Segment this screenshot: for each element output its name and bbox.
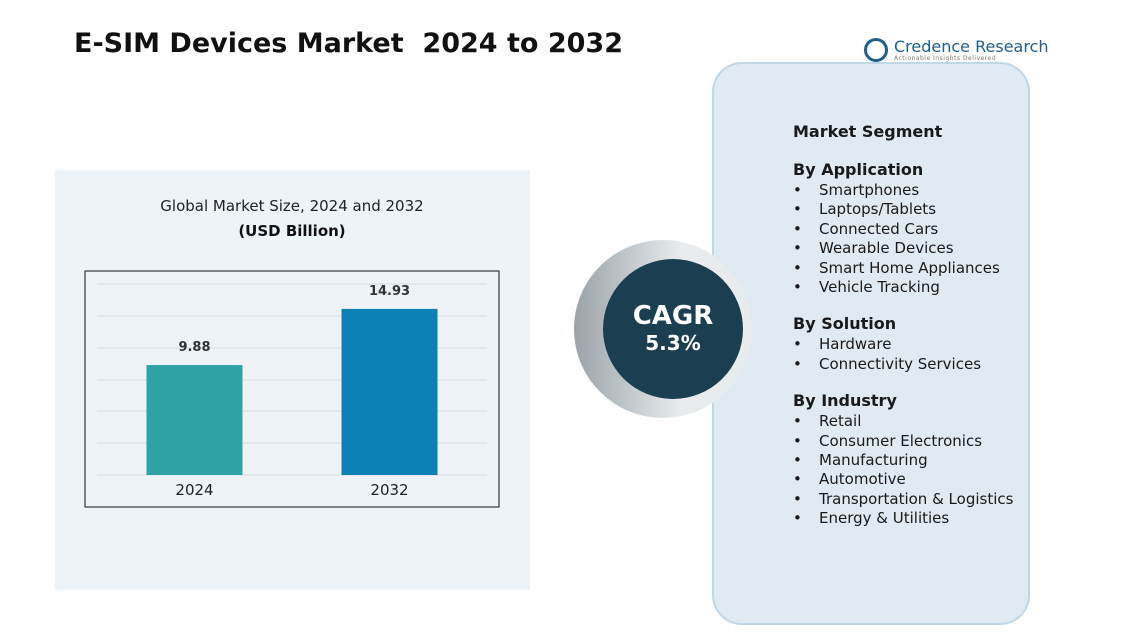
x-tick-label: 2024: [175, 481, 213, 499]
segment-item: Retail: [793, 412, 1028, 432]
cagr-badge: CAGR 5.3%: [603, 259, 743, 399]
segment-item: Smart Home Appliances: [793, 259, 1028, 279]
data-label: 9.88: [178, 340, 210, 355]
segment-item: Connectivity Services: [793, 355, 1028, 375]
bar: [341, 308, 438, 475]
brand: Credence Research: [894, 37, 1049, 56]
segment-item: Hardware: [793, 335, 1028, 355]
logo: [864, 38, 888, 62]
segment-item: Laptops/Tablets: [793, 200, 1028, 220]
chart-subtitle: (USD Billion): [238, 222, 345, 240]
tagline: Actionable Insights Delivered: [894, 55, 997, 62]
cagr-value: 5.3%: [645, 331, 701, 355]
segment-item: Connected Cars: [793, 220, 1028, 240]
segment-title: Market Segment: [793, 122, 943, 141]
cagr-label: CAGR: [632, 301, 714, 331]
segment-group: By Application SmartphonesLaptops/Tablets…: [793, 159, 1028, 298]
segment-group: By SolutionHardwareConnectivity Services: [793, 313, 1028, 374]
segment-item: Smartphones: [793, 181, 1028, 201]
segments: Market Segment By Application SmartphonesL…: [793, 121, 1028, 529]
x-tick-label: 2032: [370, 481, 408, 499]
group-title: By Application: [793, 160, 924, 179]
segment-item: Automotive: [793, 470, 1028, 490]
segment-item: Manufacturing: [793, 451, 1028, 471]
bar: [146, 365, 243, 475]
page-title: E-SIM Devices Market 2024 to 2032: [74, 28, 623, 59]
segment-item: Wearable Devices: [793, 239, 1028, 259]
segment-item: Vehicle Tracking: [793, 278, 1028, 298]
group-title: By Solution: [793, 314, 897, 334]
segment-item: Energy & Utilities: [793, 509, 1028, 529]
group-title: By Industry: [793, 391, 897, 411]
segment-group: By IndustryRetailConsumer ElectronicsMan…: [793, 390, 1028, 529]
data-label: 14.93: [369, 284, 410, 299]
chart-frame: [84, 270, 500, 508]
segment-item: Consumer Electronics: [793, 432, 1028, 452]
segment-item: Transportation & Logistics: [793, 490, 1028, 510]
chart-title: Global Market Size, 2024 and 2032: [160, 197, 423, 215]
